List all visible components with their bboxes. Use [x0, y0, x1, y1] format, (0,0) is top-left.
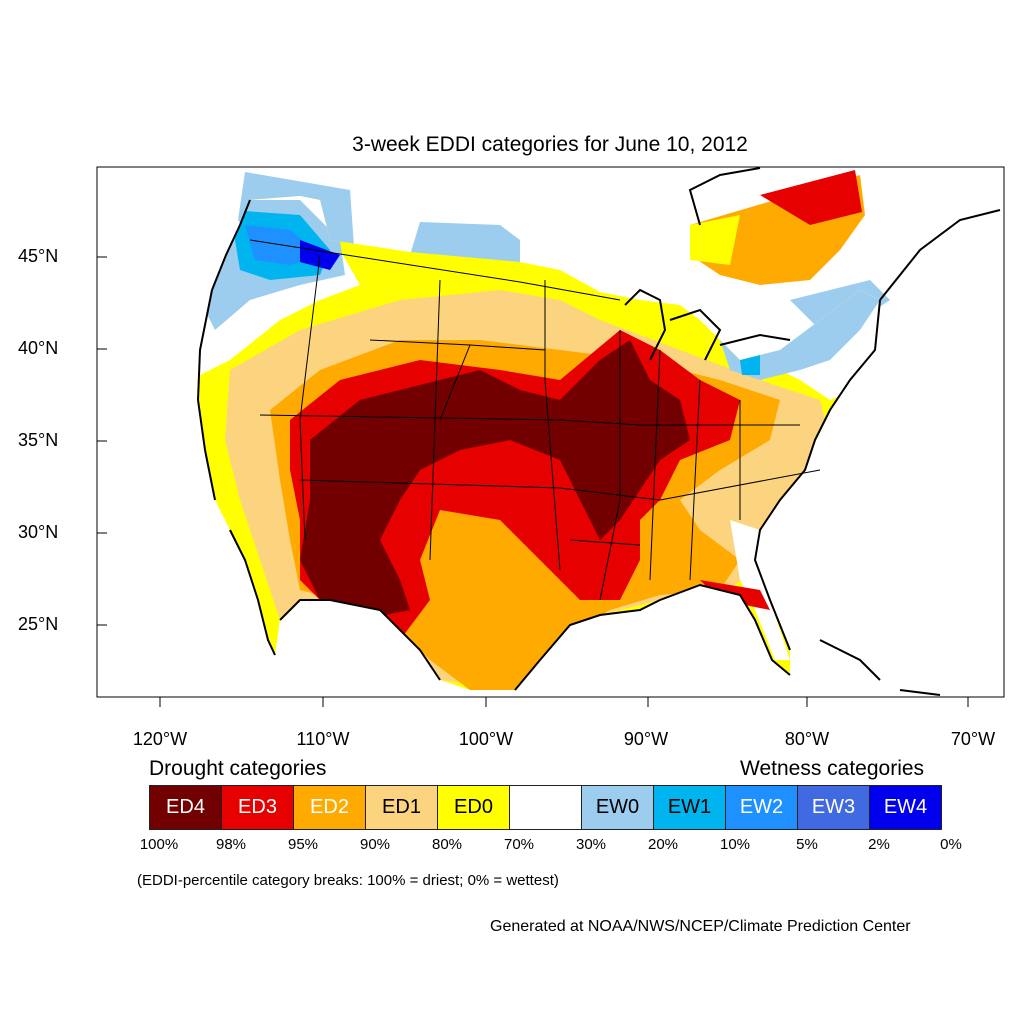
percentile-label: 30%: [575, 836, 607, 853]
lat-label-30n: 30°N: [18, 522, 59, 542]
credit-line: Generated at NOAA/NWS/NCEP/Climate Predi…: [490, 918, 911, 935]
legend-box-ew1: EW1: [653, 785, 726, 830]
map-title: 3-week EDDI categories for June 10, 2012: [352, 133, 748, 156]
percentile-label: 5%: [796, 836, 818, 853]
lat-label-40n: 40°N: [18, 338, 59, 358]
lat-label-45n: 45°N: [18, 246, 59, 266]
legend-box-ed0: ED0: [437, 785, 510, 830]
percentile-label: 20%: [647, 836, 679, 853]
category-note: (EDDI-percentile category breaks: 100% =…: [137, 872, 559, 889]
state-boundaries: [249, 239, 821, 601]
percentile-label: 100%: [139, 836, 179, 853]
percentile-label: 70%: [503, 836, 535, 853]
legend-box-ed3: ED3: [221, 785, 294, 830]
lon-label-70w: 70°W: [950, 729, 996, 749]
legend-box-normal: [509, 785, 582, 830]
legend-box-ed1: ED1: [365, 785, 438, 830]
legend-box-ed4: ED4: [149, 785, 222, 830]
percentile-label: 90%: [359, 836, 391, 853]
percentile-label: 98%: [215, 836, 247, 853]
lon-label-120w: 120°W: [132, 729, 188, 749]
coastline: [197, 167, 1001, 696]
percentile-label: 95%: [287, 836, 319, 853]
lat-label-25n: 25°N: [18, 614, 59, 634]
percentile-label: 2%: [868, 836, 890, 853]
legend-box-ew3: EW3: [797, 785, 870, 830]
legend-box-ew2: EW2: [725, 785, 798, 830]
eddi-map: [96, 166, 1005, 707]
drought-heading: Drought categories: [149, 757, 327, 780]
legend-box-ed2: ED2: [293, 785, 366, 830]
lon-label-80w: 80°W: [784, 729, 830, 749]
legend-color-bar: ED4 ED3 ED2 ED1 ED0 EW0 EW1 EW2 EW3 EW4: [149, 785, 942, 830]
lat-label-35n: 35°N: [18, 430, 59, 450]
legend-box-ew0: EW0: [581, 785, 654, 830]
wetness-heading: Wetness categories: [740, 757, 925, 780]
percentile-label: 10%: [719, 836, 751, 853]
lon-label-90w: 90°W: [623, 729, 669, 749]
legend-box-ew4: EW4: [869, 785, 942, 830]
percentile-label: 80%: [431, 836, 463, 853]
percentile-label: 0%: [940, 836, 962, 853]
lon-label-110w: 110°W: [296, 729, 350, 749]
lon-label-100w: 100°W: [458, 729, 514, 749]
tick-marks: [97, 256, 969, 707]
